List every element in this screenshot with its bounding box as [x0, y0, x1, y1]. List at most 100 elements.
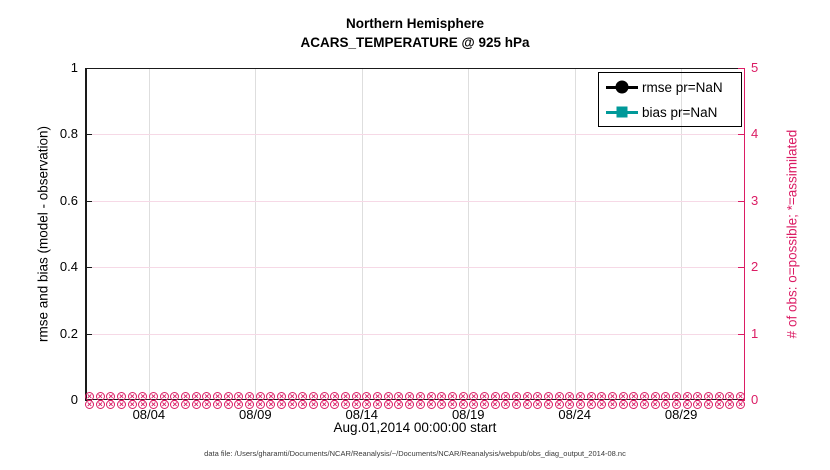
- right-axis-tick-label: 4: [751, 126, 759, 142]
- obs-marker: ×: [202, 399, 212, 409]
- obs-marker: ×: [671, 399, 681, 409]
- obs-x-glyph: ×: [332, 391, 338, 401]
- obs-marker: ×: [149, 399, 159, 409]
- obs-x-glyph: ×: [257, 391, 263, 401]
- right-axis-label: # of obs: o=possible; *=assimilated: [784, 129, 800, 339]
- obs-marker: ×: [405, 399, 415, 409]
- gridline-vertical: [574, 68, 576, 400]
- obs-x-glyph: ×: [599, 391, 605, 401]
- left-axis-label: rmse and bias (model - observation): [35, 125, 51, 343]
- obs-x-glyph: ×: [588, 399, 594, 409]
- x-axis-tick-label: 08/04: [132, 407, 166, 422]
- obs-marker: ×: [223, 399, 233, 409]
- obs-x-glyph: ×: [375, 391, 381, 401]
- obs-x-glyph: ×: [663, 391, 669, 401]
- obs-marker: ×: [554, 399, 564, 409]
- obs-x-glyph: ×: [727, 391, 733, 401]
- obs-x-glyph: ×: [108, 391, 114, 401]
- obs-x-glyph: ×: [599, 399, 605, 409]
- left-axis-tick-label: 0.4: [59, 259, 78, 275]
- obs-x-glyph: ×: [577, 399, 583, 409]
- obs-x-glyph: ×: [556, 399, 562, 409]
- obs-x-glyph: ×: [631, 399, 637, 409]
- obs-x-glyph: ×: [673, 399, 679, 409]
- obs-x-glyph: ×: [97, 391, 103, 401]
- obs-marker: ×: [287, 399, 297, 409]
- obs-x-glyph: ×: [684, 391, 690, 401]
- legend-square-marker: [616, 106, 628, 118]
- obs-x-glyph: ×: [193, 391, 199, 401]
- obs-x-glyph: ×: [161, 391, 167, 401]
- obs-x-glyph: ×: [609, 399, 615, 409]
- obs-x-glyph: ×: [300, 391, 306, 401]
- obs-x-glyph: ×: [738, 399, 743, 409]
- obs-marker: ×: [618, 399, 628, 409]
- obs-x-glyph: ×: [140, 391, 146, 401]
- obs-x-glyph: ×: [663, 399, 669, 409]
- obs-x-glyph: ×: [503, 391, 509, 401]
- obs-x-glyph: ×: [87, 399, 92, 409]
- obs-x-glyph: ×: [716, 391, 722, 401]
- legend-label: bias pr=NaN: [642, 104, 718, 120]
- obs-x-glyph: ×: [332, 399, 338, 409]
- x-axis-tick-label: 08/09: [239, 407, 272, 422]
- obs-marker: ×: [95, 399, 105, 409]
- legend-sample: [606, 80, 638, 94]
- axis-spine-top: [85, 68, 745, 69]
- obs-x-glyph: ×: [215, 399, 221, 409]
- right-axis-tick: [738, 200, 745, 202]
- obs-x-glyph: ×: [449, 391, 455, 401]
- obs-x-glyph: ×: [439, 399, 445, 409]
- obs-x-glyph: ×: [364, 399, 370, 409]
- obs-x-glyph: ×: [577, 391, 583, 401]
- legend-label: rmse pr=NaN: [642, 79, 723, 95]
- obs-x-glyph: ×: [631, 391, 637, 401]
- legend-circle-marker: [615, 80, 629, 94]
- obs-x-glyph: ×: [129, 391, 135, 401]
- obs-x-glyph: ×: [257, 399, 263, 409]
- obs-x-glyph: ×: [695, 391, 701, 401]
- obs-x-glyph: ×: [97, 399, 103, 409]
- obs-marker: ×: [394, 399, 404, 409]
- obs-x-glyph: ×: [471, 399, 477, 409]
- obs-marker: ×: [245, 399, 255, 409]
- obs-marker: ×: [426, 399, 436, 409]
- obs-marker: ×: [415, 399, 425, 409]
- left-axis-tick-label: 0.8: [59, 126, 78, 142]
- obs-x-glyph: ×: [567, 391, 573, 401]
- obs-marker: ×: [181, 399, 191, 409]
- obs-x-glyph: ×: [151, 399, 157, 409]
- obs-x-glyph: ×: [268, 391, 274, 401]
- obs-marker: ×: [501, 399, 511, 409]
- obs-x-glyph: ×: [524, 391, 530, 401]
- obs-x-glyph: ×: [460, 391, 466, 401]
- left-axis-tick: [85, 200, 92, 202]
- obs-x-glyph: ×: [183, 399, 189, 409]
- obs-x-glyph: ×: [119, 391, 124, 401]
- left-axis-tick-label: 0.6: [59, 192, 78, 208]
- obs-x-glyph: ×: [503, 399, 509, 409]
- obs-x-glyph: ×: [129, 399, 135, 409]
- obs-marker: ×: [319, 399, 329, 409]
- obs-x-glyph: ×: [343, 399, 349, 409]
- obs-marker: ×: [234, 399, 244, 409]
- obs-marker: ×: [703, 399, 713, 409]
- obs-x-glyph: ×: [236, 399, 242, 409]
- obs-x-glyph: ×: [353, 391, 359, 401]
- obs-x-glyph: ×: [684, 399, 690, 409]
- obs-x-glyph: ×: [353, 399, 359, 409]
- obs-x-glyph: ×: [417, 391, 423, 401]
- obs-x-glyph: ×: [343, 391, 349, 401]
- obs-marker: ×: [682, 399, 692, 409]
- right-axis-tick-label: 1: [751, 325, 759, 341]
- legend-entry: bias pr=NaN: [606, 102, 741, 123]
- obs-x-glyph: ×: [311, 399, 317, 409]
- chart-title: Northern Hemisphere ACARS_TEMPERATURE @ …: [85, 14, 745, 52]
- obs-marker: ×: [309, 399, 319, 409]
- obs-marker: ×: [330, 399, 340, 409]
- obs-marker: ×: [458, 399, 468, 409]
- obs-x-glyph: ×: [695, 399, 701, 409]
- obs-marker: ×: [373, 399, 383, 409]
- obs-x-glyph: ×: [439, 391, 445, 401]
- legend-entry: rmse pr=NaN: [606, 77, 741, 98]
